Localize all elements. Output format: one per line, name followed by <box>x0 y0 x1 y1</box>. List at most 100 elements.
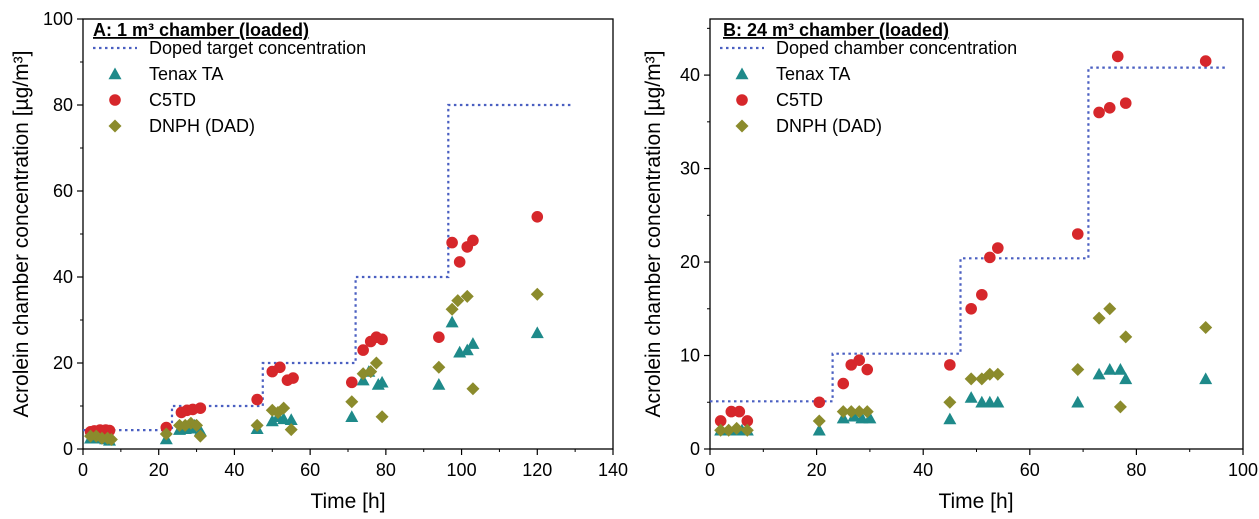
dnph-dad-point <box>730 421 744 435</box>
tenax-ta-point <box>284 413 298 425</box>
c5td-point <box>714 415 727 427</box>
tenax-ta-point <box>812 423 826 436</box>
panel-b-chart: B: 24 m³ chamber (loaded) Time [h] Acrol… <box>642 18 1258 513</box>
c5td-point <box>446 236 458 249</box>
dnph-dad-point <box>432 360 446 374</box>
legend-dnph-dad-swatch <box>735 119 749 133</box>
dnph-dad-point <box>983 367 997 381</box>
panel-b-title: B: 24 m³ chamber (loaded) <box>723 20 949 40</box>
y-tick-label: 0 <box>63 439 73 459</box>
legend-label: Doped target concentration <box>149 38 366 58</box>
legend-dnph-dad-swatch <box>108 119 122 133</box>
c5td-point <box>531 211 544 223</box>
dnph-dad-point <box>740 423 754 437</box>
legend-label: Doped chamber concentration <box>776 38 1017 58</box>
x-tick-label: 60 <box>1020 460 1040 480</box>
dnph-dad-point <box>812 414 826 428</box>
c5td-point <box>345 376 358 389</box>
c5td-point <box>813 396 826 409</box>
tenax-ta-point <box>265 414 279 427</box>
dnph-dad-point <box>277 401 291 415</box>
c5td-point <box>274 361 286 374</box>
dnph-dad-point <box>460 289 474 303</box>
y-tick-label: 80 <box>53 95 73 115</box>
tenax-ta-point <box>1119 372 1133 385</box>
y-tick-label: 30 <box>680 159 700 179</box>
tenax-ta-point <box>1092 367 1106 380</box>
panel-b-ylabel: Acrolein chamber concentration [µg/m³] <box>642 51 665 418</box>
c5td-point <box>733 405 746 418</box>
legend-tenax-ta-swatch <box>735 67 749 80</box>
c5td-point <box>357 344 369 356</box>
tenax-ta-point <box>432 378 446 390</box>
doped-concentration-step-line <box>83 103 572 432</box>
tenax-ta-point <box>1071 395 1085 408</box>
y-tick-label: 40 <box>680 65 700 85</box>
c5td-point <box>1093 106 1105 119</box>
c5td-point <box>984 251 996 264</box>
c5td-point <box>1103 102 1116 114</box>
dnph-dad-point <box>714 423 728 437</box>
c5td-point <box>992 242 1004 254</box>
doped-concentration-step-line <box>710 66 1227 403</box>
x-tick-label: 140 <box>598 460 628 480</box>
dnph-dad-point <box>860 405 874 419</box>
panel-a-xlabel: Time [h] <box>310 490 385 513</box>
c5td-point <box>837 377 850 390</box>
dnph-dad-point <box>964 372 978 386</box>
c5td-point <box>467 234 479 247</box>
dnph-dad-point <box>364 365 378 379</box>
dnph-dad-point <box>1092 311 1106 325</box>
dnph-dad-point <box>451 294 465 308</box>
c5td-point <box>725 405 738 418</box>
dnph-dad-point <box>193 429 207 443</box>
legend-label: DNPH (DAD) <box>149 116 255 136</box>
c5td-point <box>1119 97 1132 109</box>
dnph-dad-point <box>466 382 480 396</box>
dnph-dad-point <box>836 405 850 419</box>
dnph-dad-point <box>345 395 359 409</box>
tenax-ta-point <box>943 412 957 425</box>
panel-b-xlabel: Time [h] <box>938 490 1013 513</box>
dnph-dad-point <box>375 410 389 424</box>
y-tick-label: 40 <box>53 267 73 287</box>
x-tick-label: 0 <box>78 460 88 480</box>
x-tick-label: 40 <box>224 460 244 480</box>
y-tick-label: 0 <box>690 439 700 459</box>
dnph-dad-point <box>445 302 459 316</box>
dnph-dad-point <box>250 418 264 432</box>
c5td-point <box>853 354 866 366</box>
dnph-dad-point <box>159 427 173 441</box>
c5td-point <box>453 256 466 268</box>
x-tick-label: 80 <box>376 460 396 480</box>
tenax-ta-point <box>466 337 480 349</box>
x-tick-label: 120 <box>522 460 552 480</box>
tenax-ta-point <box>1113 363 1127 375</box>
panel-a-chart: A: 1 m³ chamber (loaded) Time [h] Acrole… <box>10 9 628 513</box>
x-tick-label: 80 <box>1126 460 1146 480</box>
panel-a-ylabel: Acrolein chamber concentration [µg/m³] <box>10 51 33 418</box>
dnph-dad-point <box>530 287 544 301</box>
y-tick-label: 10 <box>680 346 700 366</box>
c5td-point <box>287 372 299 384</box>
dnph-dad-point <box>1113 400 1127 414</box>
legend-label: Tenax TA <box>776 64 850 84</box>
tenax-ta-point <box>530 326 544 339</box>
legend-label: C5TD <box>149 90 196 110</box>
dnph-dad-point <box>190 418 204 432</box>
legend-label: C5TD <box>776 90 823 110</box>
tenax-ta-point <box>1199 372 1213 385</box>
dnph-dad-point <box>1103 302 1117 316</box>
c5td-point <box>194 402 207 414</box>
c5td-point <box>965 302 977 315</box>
dnph-dad-point <box>1199 320 1213 334</box>
y-tick-label: 20 <box>53 353 73 373</box>
c5td-point <box>433 331 445 344</box>
tenax-ta-point <box>991 395 1005 408</box>
legend-tenax-ta-swatch <box>108 67 122 80</box>
x-tick-label: 100 <box>1228 460 1258 480</box>
y-tick-label: 20 <box>680 252 700 272</box>
x-tick-label: 60 <box>300 460 320 480</box>
c5td-point <box>251 393 263 406</box>
